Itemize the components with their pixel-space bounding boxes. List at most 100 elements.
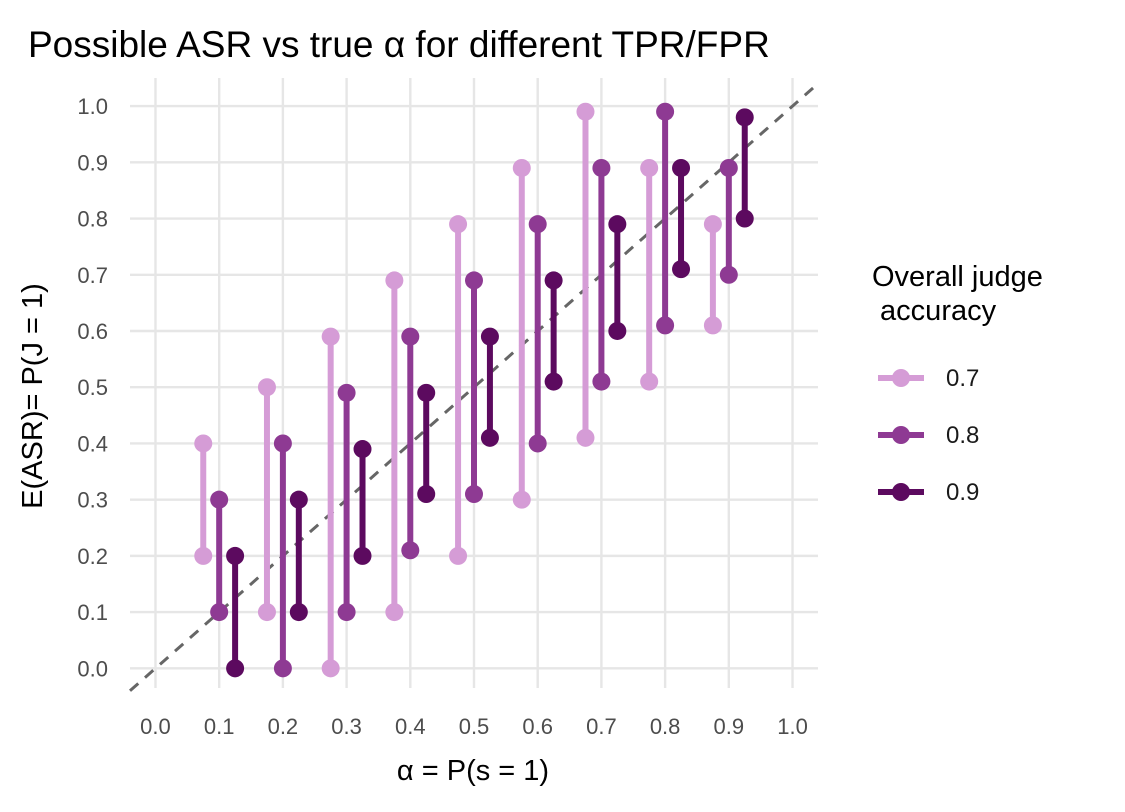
y-tick-label-1: 0.1 <box>77 600 108 625</box>
y-tick-labels: 0.0 0.1 0.2 0.3 0.4 0.5 0.6 0.7 0.8 0.9 1.0 <box>77 94 108 681</box>
point-high-0.9-4 <box>480 327 499 346</box>
point-high-0.9-3 <box>417 383 436 402</box>
point-low-0.7-8 <box>703 316 722 335</box>
point-low-0.8-8 <box>719 265 738 284</box>
point-high-0.7-0 <box>194 434 213 453</box>
point-high-0.8-4 <box>465 271 483 290</box>
series-0.8 <box>210 102 738 678</box>
point-low-0.7-0 <box>194 546 213 565</box>
x-tick-label-5: 0.5 <box>459 714 490 739</box>
x-tick-label-4: 0.4 <box>395 714 426 739</box>
y-tick-label-3: 0.3 <box>77 488 108 513</box>
point-high-0.7-2 <box>321 327 340 346</box>
legend-key-point-0.8 <box>892 426 910 444</box>
point-high-0.7-3 <box>385 271 404 290</box>
y-tick-label-0: 0.0 <box>77 656 108 681</box>
y-tick-label-5: 0.5 <box>77 375 108 400</box>
point-high-0.9-5 <box>544 271 563 290</box>
legend-title: Overall judge accuracy <box>872 261 1043 327</box>
y-tick-label-10: 1.0 <box>77 94 108 119</box>
point-high-0.8-1 <box>273 434 292 453</box>
point-low-0.9-8 <box>735 209 754 228</box>
series-marks <box>194 102 754 678</box>
chart-title: Possible ASR vs true α for different TPR… <box>28 24 770 65</box>
point-low-0.7-2 <box>321 659 340 678</box>
point-high-0.7-8 <box>703 215 722 234</box>
point-high-0.8-2 <box>337 383 356 402</box>
point-high-0.9-0 <box>226 546 245 565</box>
point-low-0.7-6 <box>576 428 595 447</box>
point-high-0.7-4 <box>449 215 468 234</box>
y-tick-label-7: 0.7 <box>77 263 108 288</box>
x-tick-label-0: 0.0 <box>140 714 171 739</box>
x-tick-label-3: 0.3 <box>331 714 362 739</box>
legend-item-0.7: 0.7 <box>878 365 979 392</box>
point-high-0.9-8 <box>735 108 754 127</box>
point-high-0.8-7 <box>656 102 675 121</box>
point-low-0.7-3 <box>385 603 404 622</box>
point-low-0.9-5 <box>544 372 563 391</box>
point-high-0.9-6 <box>608 215 627 234</box>
point-high-0.7-1 <box>257 378 276 397</box>
x-tick-label-8: 0.8 <box>650 714 681 739</box>
point-low-0.9-6 <box>608 321 627 340</box>
point-low-0.8-2 <box>337 603 356 622</box>
legend-key-point-0.7 <box>892 369 910 387</box>
y-tick-label-9: 0.9 <box>77 150 108 175</box>
point-low-0.8-7 <box>656 316 675 335</box>
point-high-0.7-6 <box>576 102 595 121</box>
series-0.7 <box>194 102 722 678</box>
point-low-0.8-5 <box>528 434 547 453</box>
reference-line-group <box>129 82 819 692</box>
point-high-0.9-2 <box>353 440 372 459</box>
point-low-0.9-0 <box>226 659 245 678</box>
legend-label-0.9: 0.9 <box>946 479 979 506</box>
x-tick-label-9: 0.9 <box>714 714 745 739</box>
point-low-0.8-6 <box>592 372 611 391</box>
x-axis-label: α = P(s = 1) <box>397 755 549 787</box>
legend-label-0.7: 0.7 <box>946 365 979 392</box>
y-tick-label-4: 0.4 <box>77 431 108 456</box>
point-high-0.9-7 <box>672 158 691 177</box>
point-low-0.8-1 <box>273 659 292 678</box>
point-low-0.9-7 <box>672 260 691 279</box>
point-high-0.8-0 <box>210 490 229 509</box>
point-low-0.9-2 <box>353 546 372 565</box>
x-tick-labels: 0.0 0.1 0.2 0.3 0.4 0.5 0.6 0.7 0.8 0.9 1.0 <box>140 714 808 739</box>
legend-title-line-0: Overall judge <box>872 261 1043 293</box>
point-low-0.7-5 <box>512 490 531 509</box>
y-tick-label-8: 0.8 <box>77 207 108 232</box>
series-0.9 <box>226 108 754 678</box>
point-low-0.9-3 <box>417 485 436 504</box>
point-high-0.8-8 <box>719 158 738 177</box>
point-low-0.8-4 <box>465 485 483 504</box>
point-low-0.7-1 <box>257 603 276 622</box>
x-tick-label-1: 0.1 <box>204 714 235 739</box>
legend-item-0.9: 0.9 <box>878 479 979 506</box>
x-tick-label-10: 1.0 <box>777 714 808 739</box>
y-axis-label: E(ASR)= P(J = 1) <box>17 283 49 509</box>
point-high-0.9-1 <box>289 490 308 509</box>
legend-key-point-0.9 <box>892 483 910 501</box>
point-low-0.8-3 <box>401 541 420 560</box>
point-low-0.9-4 <box>480 428 499 447</box>
legend-title-line-1: accuracy <box>872 295 997 327</box>
legend-label-0.8: 0.8 <box>946 422 979 449</box>
y-tick-label-2: 0.2 <box>77 544 108 569</box>
legend: Overall judge accuracy 0.7 0.8 0.9 <box>872 261 1043 506</box>
x-tick-label-7: 0.7 <box>586 714 617 739</box>
point-low-0.9-1 <box>289 603 308 622</box>
x-tick-label-2: 0.2 <box>268 714 299 739</box>
legend-item-0.8: 0.8 <box>878 422 979 449</box>
point-high-0.7-5 <box>512 158 531 177</box>
point-high-0.7-7 <box>640 158 659 177</box>
point-high-0.8-6 <box>592 158 611 177</box>
point-low-0.7-4 <box>449 546 468 565</box>
point-high-0.8-3 <box>401 327 420 346</box>
y-tick-label-6: 0.6 <box>77 319 108 344</box>
point-high-0.8-5 <box>528 215 547 234</box>
identity-reference-line <box>129 82 819 692</box>
x-tick-label-6: 0.6 <box>522 714 553 739</box>
point-low-0.8-0 <box>210 603 229 622</box>
